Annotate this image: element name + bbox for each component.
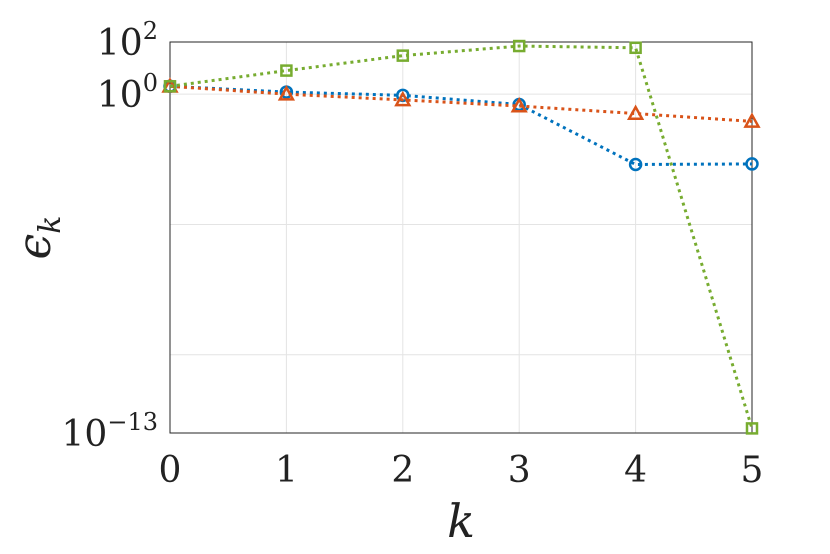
data-point <box>163 80 177 93</box>
series-layer <box>161 39 761 435</box>
data-point <box>512 39 526 53</box>
x-tick-label: 5 <box>741 450 764 491</box>
x-tick-label: 4 <box>624 450 647 491</box>
grid <box>170 42 752 433</box>
y-axis-label: ϵk <box>7 216 68 260</box>
data-point <box>628 157 643 172</box>
series-triangle <box>161 77 761 128</box>
data-point <box>280 64 293 77</box>
data-point <box>629 41 642 55</box>
data-point <box>277 85 296 101</box>
x-tick-label: 1 <box>275 450 298 491</box>
series-line <box>169 44 754 429</box>
x-tick-label: 3 <box>508 450 531 491</box>
data-point <box>396 49 410 62</box>
x-tick-labels: 0 1 2 3 4 5 <box>159 450 764 491</box>
x-axis-label: k <box>447 494 475 548</box>
data-point <box>394 90 412 107</box>
y-tick-label: 10−13 <box>62 408 158 455</box>
data-point <box>626 104 645 120</box>
y-tick-label: 100 <box>97 69 158 116</box>
series-square <box>163 39 759 435</box>
data-point <box>745 157 759 171</box>
data-point <box>510 96 528 113</box>
x-tick-label: 2 <box>391 450 414 491</box>
y-tick-labels: 102 100 10−13 <box>62 17 158 455</box>
series-line <box>169 84 753 166</box>
y-tick-label: 102 <box>97 17 158 64</box>
x-tick-label: 0 <box>159 450 182 491</box>
series-line <box>169 84 753 123</box>
plot-area <box>169 41 753 434</box>
data-point <box>745 422 759 435</box>
data-point <box>743 112 761 128</box>
